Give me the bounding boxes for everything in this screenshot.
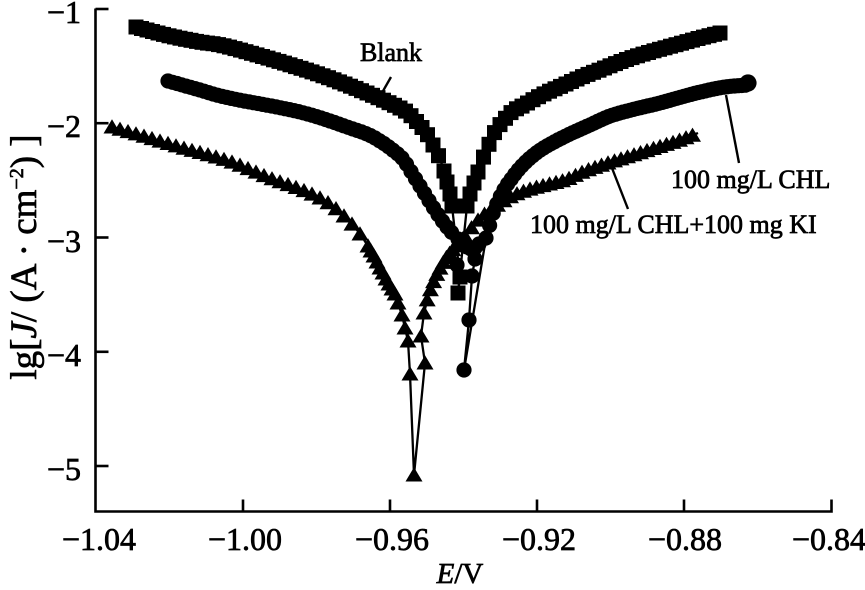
svg-text:−0.84: −0.84 [792, 521, 865, 557]
svg-text:−1.04: −1.04 [62, 521, 136, 557]
svg-text:−3: −3 [47, 223, 81, 259]
svg-text:−2: −2 [47, 108, 81, 144]
svg-text:−4: −4 [47, 337, 81, 373]
svg-text:−1: −1 [47, 0, 81, 30]
svg-text:100 mg/L CHL+100 mg KI: 100 mg/L CHL+100 mg KI [530, 210, 817, 239]
svg-text:−0.92: −0.92 [502, 521, 576, 557]
svg-text:−5: −5 [47, 451, 81, 487]
svg-text:−0.96: −0.96 [355, 521, 429, 557]
svg-text:−1.00: −1.00 [208, 521, 282, 557]
svg-text:−0.88: −0.88 [648, 521, 722, 557]
svg-text:100 mg/L CHL: 100 mg/L CHL [671, 165, 830, 194]
svg-text:Blank: Blank [360, 38, 422, 67]
svg-text:E/V: E/V [436, 558, 484, 590]
